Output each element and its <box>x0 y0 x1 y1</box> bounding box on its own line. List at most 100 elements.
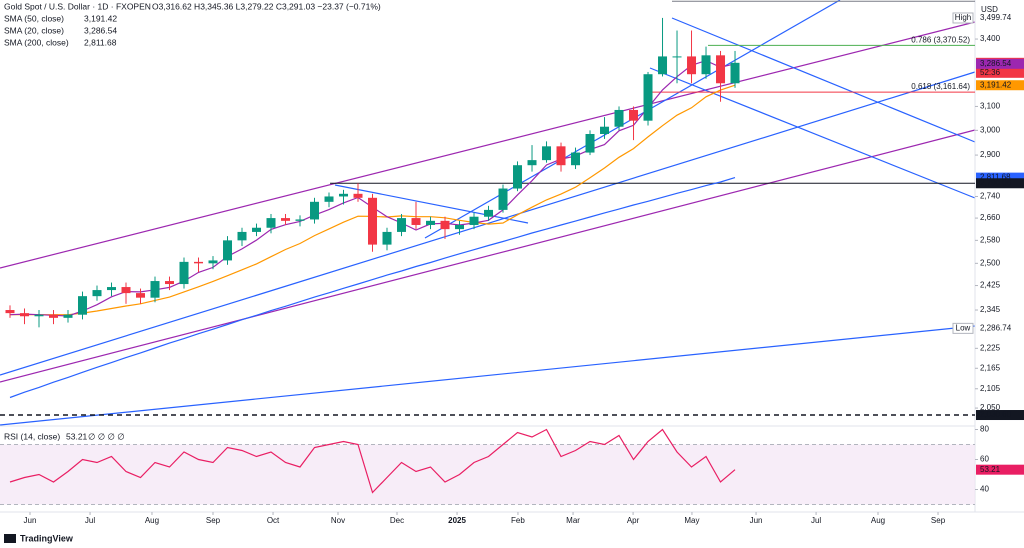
candle-body <box>136 293 146 298</box>
candle-body <box>382 231 392 245</box>
candle-body <box>643 74 653 121</box>
x-tick-label: 2025 <box>448 516 466 525</box>
y-tick-label: 3,400 <box>980 34 1001 43</box>
price-label: 3,499.74 <box>980 13 1012 22</box>
price-label: 2,286.74 <box>980 323 1012 332</box>
rsi-band <box>0 444 975 505</box>
candle-body <box>78 296 88 315</box>
brand-logo <box>4 534 16 543</box>
trend-line <box>649 67 976 199</box>
candle-body <box>208 260 218 264</box>
price-label: 2,811.68 <box>980 173 1011 182</box>
candle-body <box>498 188 508 210</box>
candle-body <box>324 196 334 202</box>
candle-body <box>469 216 479 225</box>
price-label-box <box>975 322 1024 334</box>
channel-line <box>0 21 976 269</box>
candle-body <box>5 310 15 314</box>
candle-body <box>411 218 421 225</box>
price-label: 3,191.42 <box>980 80 1012 89</box>
candle-body <box>266 218 276 228</box>
currency: USD <box>981 5 998 14</box>
x-tick-label: Sep <box>206 516 221 525</box>
level-label: 0.786 (3,370.52) <box>911 36 970 45</box>
candle-body <box>629 109 639 121</box>
price-label-box <box>976 410 1024 421</box>
price-label-box <box>975 12 1024 24</box>
x-tick-label: Mar <box>566 516 580 525</box>
brand: TradingView <box>20 533 74 543</box>
y-tick-label: 2,740 <box>980 192 1001 201</box>
candle-body <box>121 287 131 294</box>
tag-label: High <box>955 13 971 22</box>
x-tick-label: May <box>684 516 699 525</box>
candle-body <box>237 231 247 241</box>
candle-body <box>179 261 189 285</box>
candle-body <box>194 261 204 264</box>
price-label: 3,286.54 <box>980 59 1012 68</box>
symbol-title: Gold Spot / U.S. Dollar · 1D · FXOPEN <box>4 1 151 11</box>
candle-body <box>527 160 537 166</box>
x-tick-label: Oct <box>267 516 280 525</box>
candle-body <box>223 240 233 261</box>
candle-body <box>614 109 624 127</box>
legend-value: 3,191.42 <box>84 13 117 23</box>
rsi-value-label: 53.21 <box>980 465 1001 474</box>
legend-name: SMA (20, close) <box>4 25 64 35</box>
candle-body <box>426 220 436 225</box>
sma-line <box>9 177 736 399</box>
tag-box <box>952 12 974 24</box>
x-tick-label: Apr <box>627 516 640 525</box>
legend-value: 2,811.68 <box>84 37 117 47</box>
y-tick-label: 2,580 <box>980 235 1001 244</box>
candle-body <box>571 152 581 166</box>
y-tick-label: 3,100 <box>980 102 1001 111</box>
candle-body <box>730 62 740 84</box>
rsi-tick-label: 40 <box>980 485 989 494</box>
candle-body <box>20 313 30 317</box>
trend-line <box>0 325 976 426</box>
ohlc-legend: O3,316.62 H3,345.36 L3,279.22 C3,291.03 … <box>152 1 381 11</box>
trend-line <box>334 184 529 224</box>
candle-body <box>658 56 668 75</box>
candle-body <box>397 218 407 232</box>
y-tick-label: 2,660 <box>980 213 1001 222</box>
rsi-tick-label: 60 <box>980 455 989 464</box>
candle-body <box>556 146 566 166</box>
level-label: 0.618 (3,161.64) <box>911 82 970 91</box>
y-tick-label: 3,000 <box>980 125 1001 134</box>
candle-body <box>353 193 363 198</box>
trend-line <box>671 17 976 143</box>
candle-body <box>585 134 595 153</box>
candle-body <box>455 224 465 230</box>
candle-body <box>701 55 711 75</box>
rsi-value-box <box>976 464 1024 475</box>
x-tick-label: Jul <box>811 516 821 525</box>
candle-body <box>281 218 291 221</box>
y-tick-label: 2,500 <box>980 258 1001 267</box>
candle-body <box>542 146 552 161</box>
candle-body <box>165 281 175 285</box>
legend-name: SMA (200, close) <box>4 37 69 47</box>
x-tick-label: Jul <box>85 516 95 525</box>
candle-body <box>107 287 117 291</box>
price-label-box <box>976 80 1024 91</box>
candle-body <box>150 281 160 298</box>
price-label-box <box>976 178 1024 189</box>
rsi-line <box>9 428 736 494</box>
candle-body <box>716 55 726 84</box>
channel-line <box>0 129 976 383</box>
candle-body <box>339 193 349 197</box>
price-label-box <box>976 172 1024 183</box>
candle-body <box>513 165 523 189</box>
rsi-tick-label: 80 <box>980 425 989 434</box>
candle-body <box>440 220 450 230</box>
x-tick-label: Feb <box>511 516 525 525</box>
price-label: 2,030.60 <box>980 410 1012 419</box>
x-tick-label: Aug <box>145 516 159 525</box>
candle-body <box>368 197 378 245</box>
candle-body <box>484 209 494 217</box>
rsi-legend-extra: ∅ ∅ ∅ ∅ <box>88 431 125 441</box>
candle-body <box>34 314 44 317</box>
